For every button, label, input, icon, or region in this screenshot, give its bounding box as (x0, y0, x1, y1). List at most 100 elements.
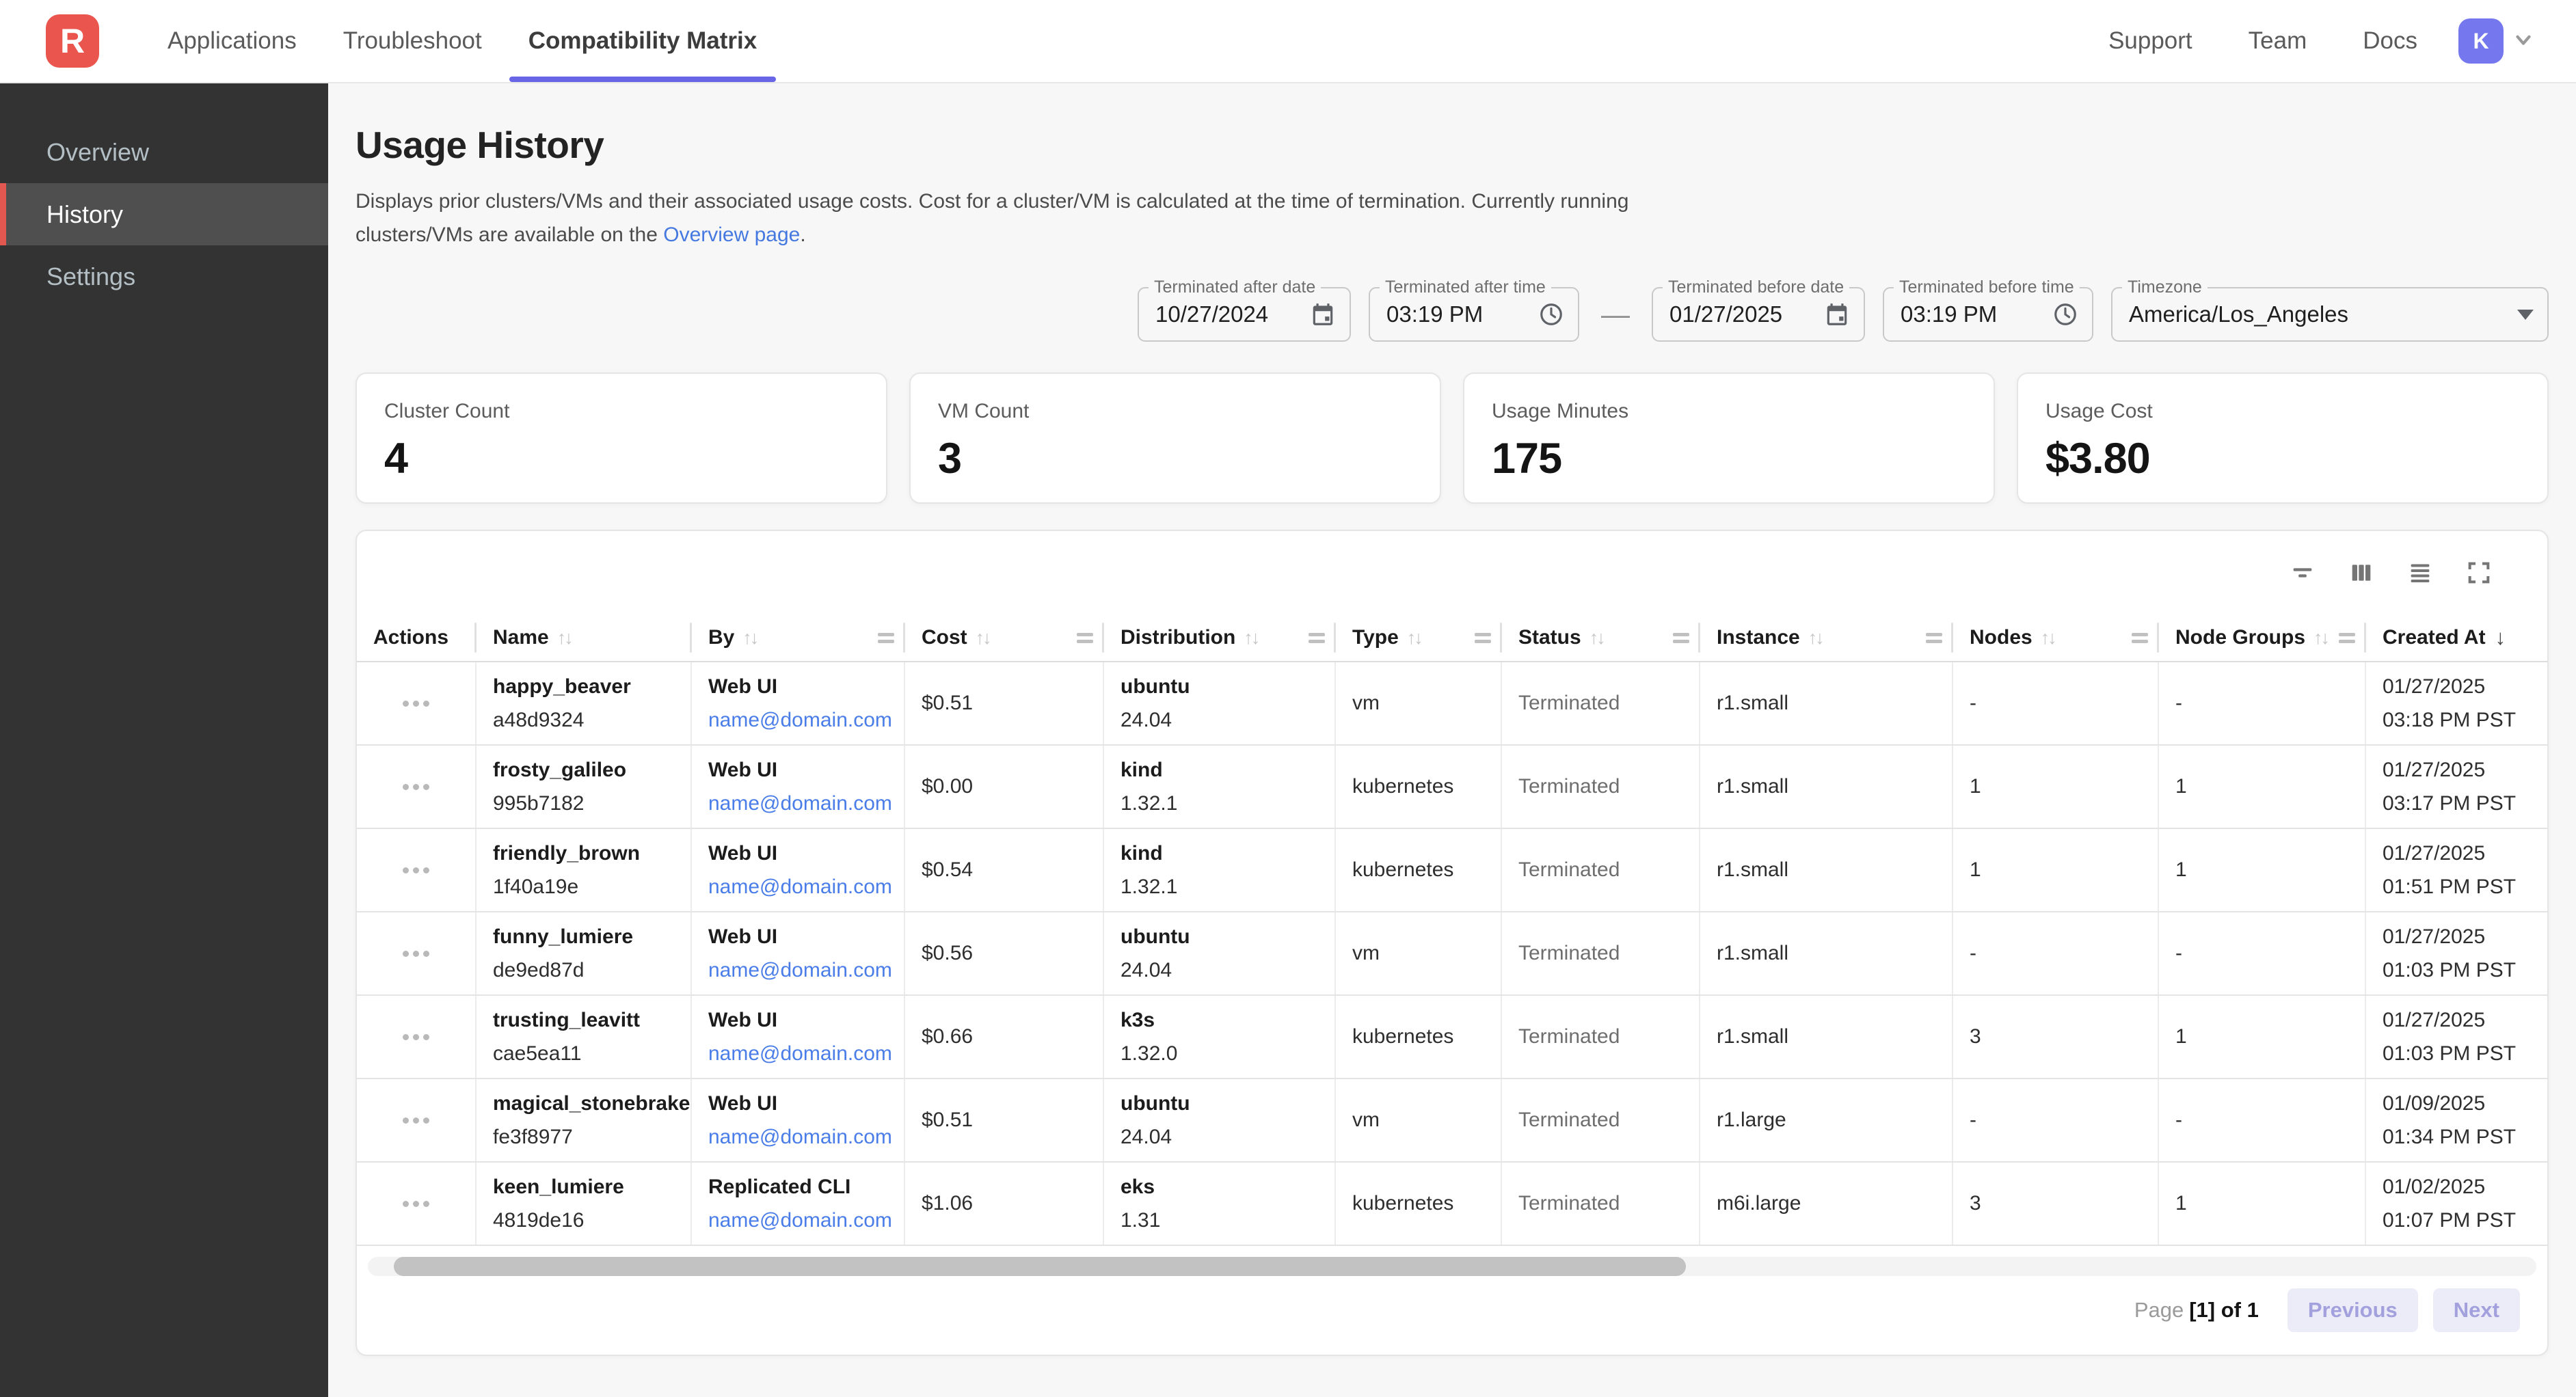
created-by-email-link[interactable]: name@domain.com (708, 875, 892, 898)
column-header[interactable]: Distribution ↑↓ ↓ (1104, 614, 1336, 661)
sidebar-item[interactable]: Settings (0, 245, 328, 308)
column-menu-icon[interactable] (1673, 632, 1689, 643)
column-header[interactable]: Type ↑↓ ↓ (1336, 614, 1502, 661)
sort-icon[interactable]: ↑↓ (1244, 627, 1260, 648)
calendar-icon[interactable] (1824, 301, 1850, 327)
clock-icon[interactable] (2052, 301, 2078, 327)
sort-icon[interactable]: ↑↓ (556, 627, 574, 648)
nav-link[interactable]: Support (2108, 27, 2192, 54)
nav-link[interactable]: Docs (2363, 27, 2417, 54)
sidebar-item[interactable]: History (0, 183, 328, 245)
column-menu-icon[interactable] (2339, 632, 2355, 643)
created-time: 03:17 PM PST (2383, 791, 2517, 815)
node-groups-cell: 1 (2159, 1163, 2366, 1245)
column-menu-icon[interactable] (1926, 632, 1942, 643)
distribution-name: ubuntu (1121, 925, 1190, 948)
row-actions-button[interactable] (396, 777, 436, 797)
timezone-select[interactable]: Timezone America/Los_Angeles (2111, 277, 2549, 342)
row-actions-button[interactable] (396, 694, 436, 714)
column-header[interactable]: Created At ↑↓ ↓ (2366, 614, 2545, 661)
node-groups-value: 1 (2175, 1025, 2187, 1048)
fullscreen-icon[interactable] (2465, 559, 2493, 586)
column-header[interactable]: Node Groups ↑↓ ↓ (2159, 614, 2366, 661)
terminated-after-time-field[interactable]: Terminated after time 03:19 PM (1369, 277, 1579, 342)
sort-icon[interactable]: ↑↓ (1589, 627, 1606, 648)
nodes-value: - (1970, 692, 1976, 714)
cluster-id: cae5ea11 (493, 1042, 582, 1065)
filter-icon[interactable] (2289, 559, 2316, 586)
distribution-version: 1.32.1 (1121, 791, 1178, 815)
created-by-email-link[interactable]: name@domain.com (708, 708, 892, 731)
table-row[interactable]: keen_lumiere 4819de16 Replicated CLI nam… (357, 1163, 2547, 1246)
table-row[interactable]: funny_lumiere de9ed87d Web UI name@domai… (357, 912, 2547, 996)
terminated-before-date-field[interactable]: Terminated before date 01/27/2025 (1652, 277, 1865, 342)
overview-page-link[interactable]: Overview page (663, 223, 801, 246)
distribution-name: ubuntu (1121, 675, 1190, 698)
created-by-email-link[interactable]: name@domain.com (708, 791, 892, 815)
column-header[interactable]: By ↑↓ ↓ (692, 614, 905, 661)
column-menu-icon[interactable] (878, 632, 894, 643)
scrollbar-thumb[interactable] (394, 1257, 1686, 1276)
table-row[interactable]: friendly_brown 1f40a19e Web UI name@doma… (357, 829, 2547, 912)
type-value: vm (1352, 1109, 1380, 1131)
created-by-email-link[interactable]: name@domain.com (708, 1125, 892, 1148)
table-row[interactable]: trusting_leavitt cae5ea11 Web UI name@do… (357, 996, 2547, 1079)
cluster-id: a48d9324 (493, 708, 585, 731)
column-menu-icon[interactable] (1077, 632, 1093, 643)
next-button[interactable]: Next (2432, 1288, 2520, 1332)
sidebar-item[interactable]: Overview (0, 121, 328, 183)
status-value: Terminated (1518, 858, 1620, 881)
sort-icon[interactable]: ↑↓ (975, 627, 992, 648)
usage-table: Actions ↑↓ ↓ Name ↑↓ ↓ (357, 614, 2547, 1246)
horizontal-scrollbar[interactable] (368, 1257, 2536, 1276)
terminated-before-time-field[interactable]: Terminated before time 03:19 PM (1883, 277, 2093, 342)
sort-icon[interactable]: ↑↓ (1808, 627, 1825, 648)
column-header[interactable]: Instance ↑↓ ↓ (1700, 614, 1953, 661)
row-actions-button[interactable] (396, 1111, 436, 1130)
column-header[interactable]: Nodes ↑↓ ↓ (1953, 614, 2159, 661)
chevron-down-icon[interactable] (2512, 28, 2535, 55)
nav-tab[interactable]: Compatibility Matrix (505, 0, 780, 82)
app-logo[interactable]: R (46, 14, 99, 68)
table-row[interactable]: happy_beaver a48d9324 Web UI name@domain… (357, 662, 2547, 746)
column-menu-icon[interactable] (1309, 632, 1325, 643)
column-menu-icon[interactable] (1475, 632, 1491, 643)
sort-icon[interactable]: ↑↓ (742, 627, 759, 648)
column-menu-icon[interactable] (2132, 632, 2148, 643)
column-header[interactable]: Cost ↑↓ ↓ (905, 614, 1104, 661)
column-header[interactable]: Name ↑↓ ↓ (477, 614, 692, 661)
sort-icon[interactable]: ↑↓ (2040, 627, 2057, 648)
row-actions-button[interactable] (396, 944, 436, 964)
row-actions-button[interactable] (396, 1027, 436, 1047)
node-groups-cell: - (2159, 662, 2366, 744)
table-row[interactable]: magical_stonebraker fe3f8977 Web UI name… (357, 1079, 2547, 1163)
nav-tab[interactable]: Troubleshoot (320, 0, 505, 82)
created-by-email-link[interactable]: name@domain.com (708, 1042, 892, 1065)
nav-link[interactable]: Team (2248, 27, 2307, 54)
clock-icon[interactable] (1538, 301, 1564, 327)
columns-icon[interactable] (2348, 559, 2375, 586)
node-groups-cell: 1 (2159, 996, 2366, 1078)
density-icon[interactable] (2406, 559, 2434, 586)
table-row[interactable]: frosty_galileo 995b7182 Web UI name@doma… (357, 746, 2547, 829)
field-label: Terminated before time (1894, 277, 2080, 297)
created-by-email-link[interactable]: name@domain.com (708, 958, 892, 981)
column-header[interactable]: Actions ↑↓ ↓ (357, 614, 477, 661)
sort-icon[interactable]: ↑↓ (1406, 627, 1423, 648)
terminated-after-date-field[interactable]: Terminated after date 10/27/2024 (1138, 277, 1351, 342)
column-header[interactable]: Status ↑↓ ↓ (1502, 614, 1700, 661)
sort-icon[interactable]: ↑↓ (2313, 627, 2330, 648)
row-actions-button[interactable] (396, 860, 436, 880)
sort-desc-icon[interactable]: ↓ (2495, 625, 2506, 649)
node-groups-cell: 1 (2159, 746, 2366, 828)
row-actions-button[interactable] (396, 1194, 436, 1214)
cluster-name: frosty_galileo (493, 758, 627, 781)
avatar[interactable]: K (2458, 18, 2504, 64)
nav-tab[interactable]: Applications (144, 0, 320, 82)
created-time: 01:03 PM PST (2383, 958, 2517, 981)
status-cell: Terminated (1502, 912, 1700, 994)
previous-button[interactable]: Previous (2287, 1288, 2418, 1332)
calendar-icon[interactable] (1310, 301, 1336, 327)
created-at-cell: 01/02/2025 01:07 PM PST (2366, 1163, 2545, 1245)
created-by-email-link[interactable]: name@domain.com (708, 1208, 892, 1232)
